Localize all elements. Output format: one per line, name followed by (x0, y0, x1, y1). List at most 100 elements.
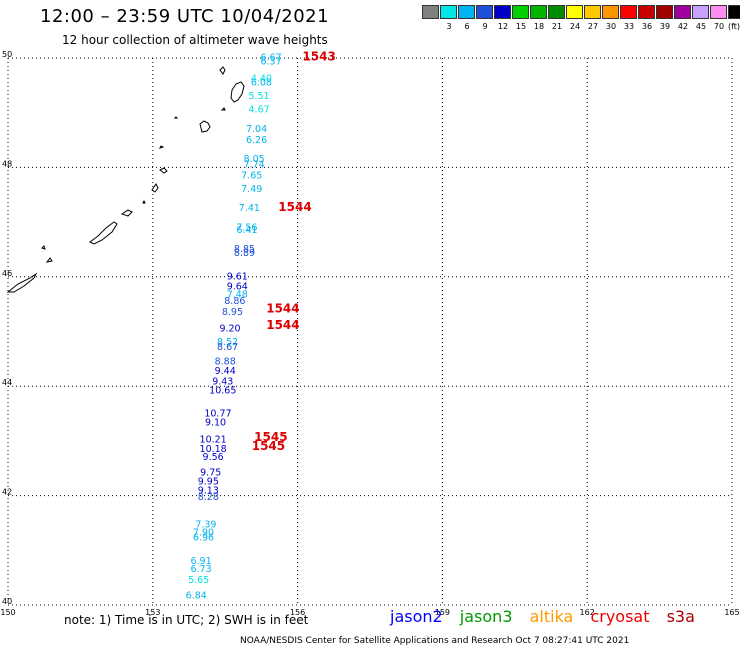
wave-height-value: 9.64 (227, 281, 248, 292)
wave-height-value: 10.77 (204, 408, 231, 419)
wave-height-value: 6.91 (190, 556, 211, 567)
legend-swatch (602, 5, 619, 19)
wave-height-value: 6.37 (260, 57, 281, 68)
lat-tick-label: 50 (2, 50, 12, 59)
wave-height-value: 9.43 (212, 377, 233, 388)
wave-height-value: 6.26 (246, 135, 267, 146)
legend-swatch (584, 5, 601, 19)
wave-height-value: 10.65 (209, 385, 236, 396)
satellite-cryosat: cryosat (590, 607, 650, 626)
wave-height-value: 9.56 (203, 452, 224, 463)
map-grid: 150 153 156 159 162 165 40 42 44 46 48 50 (0, 50, 739, 617)
wave-height-value: 9.61 (227, 272, 248, 283)
legend-label: 42 (677, 22, 689, 31)
lat-tick-label: 42 (2, 488, 12, 497)
lon-tick-label: 156 (290, 608, 305, 617)
legend-swatch (656, 5, 673, 19)
wave-height-value: 9.95 (198, 477, 219, 488)
legend-swatch (440, 5, 457, 19)
wave-height-value: 8.95 (222, 307, 243, 318)
wave-height-value: 6.67 (260, 53, 281, 64)
orbit-pass-label: 1543 (302, 50, 335, 64)
lon-tick-label: 150 (0, 608, 15, 617)
legend-swatch (692, 5, 709, 19)
orbit-pass-label: 1544 (278, 200, 311, 214)
legend-swatch (512, 5, 529, 19)
wave-height-value: 7.41 (239, 203, 260, 214)
wave-height-value: 4.40 (251, 74, 272, 85)
satellite-s3a: s3a (666, 607, 695, 626)
wave-height-value: 10.21 (200, 435, 227, 446)
legend-label: 70 (713, 22, 725, 31)
wave-height-value: 8.05 (244, 154, 265, 165)
lon-tick-label: 162 (580, 608, 595, 617)
color-legend (422, 5, 740, 19)
wave-height-value: 4.67 (248, 105, 269, 116)
footer-note: note: 1) Time is in UTC; 2) SWH is in fe… (64, 613, 309, 627)
legend-swatch (548, 5, 565, 19)
legend-swatch (422, 5, 439, 19)
legend-swatch (530, 5, 547, 19)
orbit-pass-label: 1544 (266, 301, 299, 315)
legend-label: 39 (659, 22, 671, 31)
legend-label: 12 (497, 22, 509, 31)
wave-height-value: 5.65 (188, 575, 209, 586)
legend-label: 3 (446, 22, 452, 31)
legend-swatch (674, 5, 691, 19)
wave-height-value: 9.13 (198, 485, 219, 496)
wave-height-value: 8.52 (217, 337, 238, 348)
orbit-pass-label: 1544 (266, 318, 299, 332)
page-title: 12:00 – 23:59 UTC 10/04/2021 (40, 6, 330, 27)
legend-swatch (566, 5, 583, 19)
lon-tick-label: 159 (435, 608, 450, 617)
wave-height-value: 7.65 (241, 170, 262, 181)
wave-height-observations: 6.676.37 4.406.08 5.51 4.67 7.046.26 8.057.74… (186, 53, 282, 602)
wave-height-value: 9.20 (219, 324, 240, 335)
lat-tick-label: 40 (2, 597, 12, 606)
legend-swatch (476, 5, 493, 19)
wave-height-value: 8.85 (234, 244, 255, 255)
legend-label: 33 (623, 22, 635, 31)
wave-height-value: 5.51 (248, 91, 269, 102)
legend-swatch (458, 5, 475, 19)
legend-label: 24 (569, 22, 581, 31)
orbit-pass-label: 1545 (252, 439, 285, 453)
wave-height-value: 8.86 (224, 296, 245, 307)
page-subtitle: 12 hour collection of altimeter wave hei… (62, 33, 328, 47)
lat-tick-label: 46 (2, 269, 12, 278)
legend-label: 27 (587, 22, 599, 31)
wave-height-value: 9.44 (215, 366, 236, 377)
legend-swatch (494, 5, 511, 19)
legend-swatch (620, 5, 637, 19)
wave-height-value: 7.48 (227, 290, 248, 301)
legend-label: 30 (605, 22, 617, 31)
lon-tick-label: 165 (724, 608, 739, 617)
lat-tick-label: 44 (2, 378, 12, 387)
legend-label: 15 (515, 22, 527, 31)
wave-height-value: 7.74 (244, 159, 265, 170)
legend-label: 9 (482, 22, 488, 31)
legend-unit: (ft) (727, 22, 740, 31)
wave-height-value: 8.89 (234, 248, 255, 259)
legend-label: 36 (641, 22, 653, 31)
legend-label: 18 (533, 22, 545, 31)
wave-height-value: 7.39 (195, 519, 216, 530)
satellite-jason3: jason3 (459, 607, 513, 626)
legend-label: 45 (695, 22, 707, 31)
wave-height-value: 6.96 (193, 532, 214, 543)
wave-height-value: 7.56 (236, 222, 257, 233)
wave-height-value: 8.88 (215, 356, 236, 367)
satellite-altika: altika (529, 607, 574, 626)
wave-height-value: 6.84 (186, 590, 207, 601)
satellite-jason2: jason2 (390, 607, 443, 626)
wave-height-value: 7.49 (241, 184, 262, 195)
wave-height-value: 9.75 (200, 467, 221, 478)
wave-height-value: 8.67 (217, 342, 238, 353)
orbit-pass-label: 1545 (254, 430, 287, 444)
legend-swatch (728, 5, 740, 19)
wave-height-value: 7.04 (246, 124, 267, 135)
wave-height-value: 6.41 (236, 225, 257, 236)
lon-tick-label: 153 (145, 608, 160, 617)
